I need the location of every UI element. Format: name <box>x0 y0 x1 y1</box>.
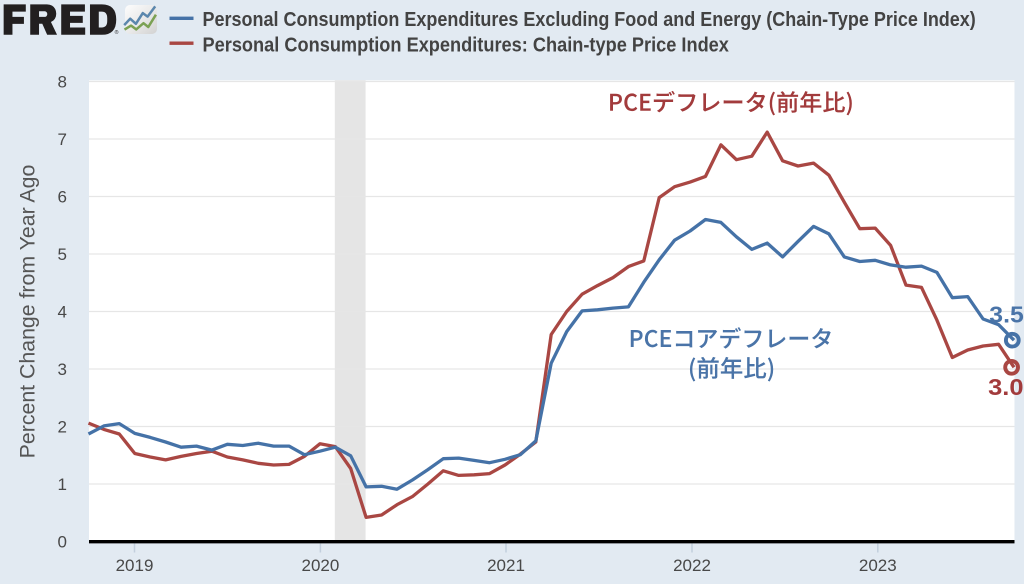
svg-text:Percent Change from Year Ago: Percent Change from Year Ago <box>16 165 40 459</box>
svg-text:8: 8 <box>58 73 67 92</box>
svg-text:2021: 2021 <box>487 556 525 575</box>
svg-text:3: 3 <box>58 360 67 379</box>
svg-text:5: 5 <box>58 245 67 264</box>
svg-text:2022: 2022 <box>673 556 711 575</box>
svg-text:3.5: 3.5 <box>989 301 1024 327</box>
svg-text:4: 4 <box>58 303 67 322</box>
svg-text:2: 2 <box>58 418 67 437</box>
svg-text:3.0: 3.0 <box>988 374 1023 400</box>
svg-text:®: ® <box>115 29 119 36</box>
svg-text:2020: 2020 <box>301 556 339 575</box>
svg-text:2019: 2019 <box>116 556 154 575</box>
svg-text:2023: 2023 <box>859 556 897 575</box>
svg-text:6: 6 <box>58 188 67 207</box>
svg-text:1: 1 <box>58 475 67 494</box>
svg-text:7: 7 <box>58 130 67 149</box>
svg-text:Personal Consumption Expenditu: Personal Consumption Expenditures: Chain… <box>203 34 729 56</box>
svg-text:0: 0 <box>58 533 67 552</box>
svg-text:Personal Consumption Expenditu: Personal Consumption Expenditures Exclud… <box>203 9 976 31</box>
